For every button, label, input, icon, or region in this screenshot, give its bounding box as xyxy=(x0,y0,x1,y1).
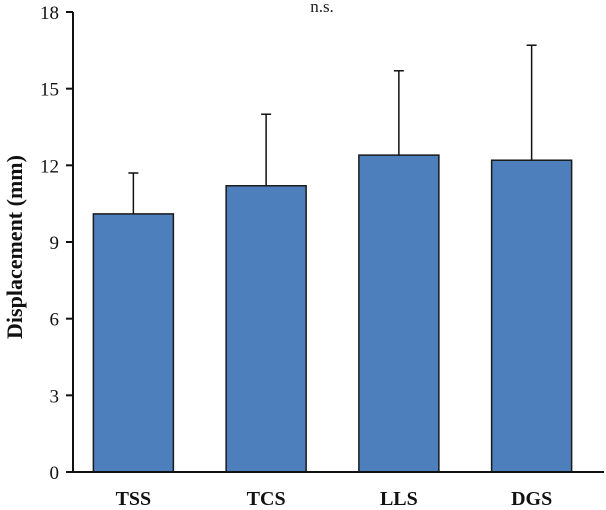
bar-tss xyxy=(92,213,175,473)
x-category-label: TCS xyxy=(247,488,286,510)
bar-dgs xyxy=(490,159,573,473)
y-tick-label: 18 xyxy=(40,3,59,24)
x-axis-categories: TSS TCS LLS DGS xyxy=(116,488,553,510)
y-tick-label: 12 xyxy=(40,156,59,177)
y-tick-label: 15 xyxy=(40,80,59,101)
y-tick-label: 6 xyxy=(50,310,60,331)
y-tick-label: 9 xyxy=(50,233,60,254)
y-axis-label: Displacement (mm) xyxy=(2,155,27,339)
significance-annotation: n.s. xyxy=(310,0,334,16)
bars xyxy=(92,154,573,473)
bar-lls xyxy=(358,154,440,473)
y-tick-label: 3 xyxy=(50,386,60,407)
y-axis-ticks: 0 3 6 9 12 15 18 xyxy=(40,3,73,484)
bar-tcs xyxy=(225,185,307,473)
x-category-label: DGS xyxy=(511,488,552,510)
x-category-label: TSS xyxy=(116,488,152,510)
x-category-label: LLS xyxy=(380,488,418,510)
y-tick-label: 0 xyxy=(50,463,60,484)
error-bars xyxy=(128,44,537,214)
